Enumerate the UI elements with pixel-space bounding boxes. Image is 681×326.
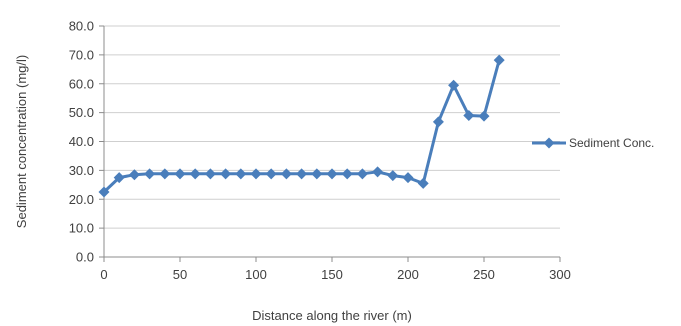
data-point — [204, 168, 216, 180]
data-point — [448, 79, 460, 91]
data-point — [372, 166, 384, 178]
data-point — [113, 172, 125, 184]
data-point — [144, 168, 156, 180]
legend-marker — [543, 137, 555, 149]
x-tick-label: 50 — [173, 267, 187, 282]
axes — [99, 25, 561, 262]
data-point — [189, 168, 201, 180]
y-tick-label: 70.0 — [69, 47, 94, 62]
data-point — [220, 168, 232, 180]
x-tick-label: 100 — [245, 267, 267, 282]
x-tick-label: 150 — [321, 267, 343, 282]
data-point — [417, 177, 429, 189]
x-tick-label: 0 — [100, 267, 107, 282]
data-point — [478, 110, 490, 122]
data-point — [128, 169, 140, 181]
data-point — [341, 168, 353, 180]
data-point — [280, 168, 292, 180]
y-tick-label: 10.0 — [69, 221, 94, 236]
data-point — [432, 116, 444, 128]
y-tick-label: 30.0 — [69, 163, 94, 178]
x-tick-label: 250 — [473, 267, 495, 282]
x-axis-title: Distance along the river (m) — [252, 308, 412, 323]
data-point — [235, 168, 247, 180]
y-tick-label: 50.0 — [69, 105, 94, 120]
data-point — [326, 168, 338, 180]
x-tick-label: 300 — [549, 267, 571, 282]
y-tick-label: 0.0 — [76, 250, 94, 265]
data-point — [265, 168, 277, 180]
y-tick-label: 40.0 — [69, 134, 94, 149]
y-tick-label: 60.0 — [69, 76, 94, 91]
legend: Sediment Conc. — [532, 136, 654, 150]
data-point — [296, 168, 308, 180]
gridlines — [104, 25, 560, 229]
legend-label: Sediment Conc. — [569, 136, 654, 150]
data-point — [250, 168, 262, 180]
data-point — [174, 168, 186, 180]
x-tick-label: 200 — [397, 267, 419, 282]
data-point — [402, 172, 414, 184]
series-layer — [98, 54, 505, 198]
data-point — [463, 110, 475, 122]
y-tick-label: 80.0 — [69, 19, 94, 34]
data-point — [98, 186, 110, 198]
data-point — [493, 54, 505, 66]
data-point — [387, 170, 399, 182]
data-point — [356, 168, 368, 180]
data-point — [311, 168, 323, 180]
data-point — [159, 168, 171, 180]
y-axis-title: Sediment concentration (mg/l) — [14, 55, 29, 228]
tick-labels: 0.0 10.0 20.0 30.0 40.0 50.0 60.0 70.0 80.0 0 50 10… — [69, 19, 571, 283]
y-tick-label: 20.0 — [69, 192, 94, 207]
